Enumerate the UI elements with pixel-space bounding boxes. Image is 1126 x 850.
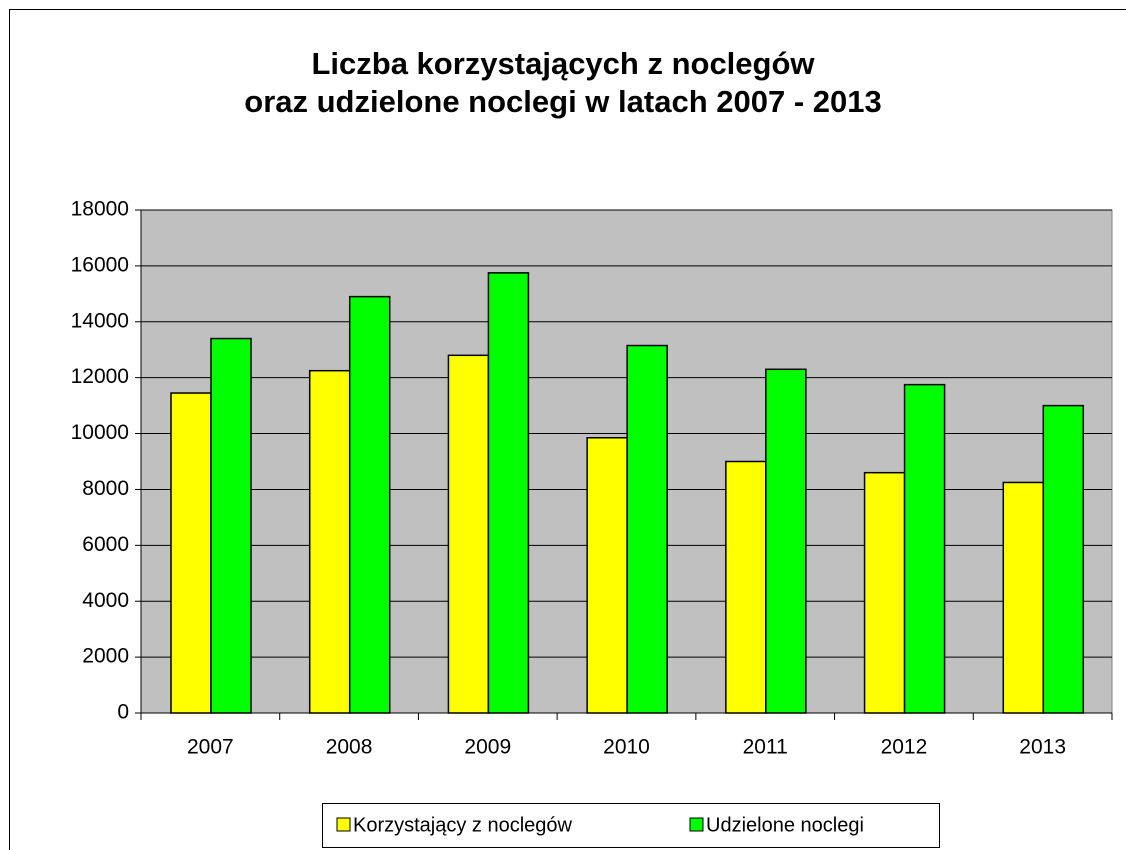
bar: [903, 383, 946, 714]
y-tick-label: 14000: [71, 309, 129, 332]
legend-swatch: [689, 817, 704, 832]
x-tick-label: 2010: [603, 736, 650, 759]
y-tick-label: 4000: [82, 589, 129, 612]
x-tick-label: 2007: [187, 736, 234, 759]
y-tick-label: 12000: [71, 365, 129, 388]
y-tick-label: 2000: [82, 645, 129, 668]
bar: [210, 337, 252, 714]
chart-title: oraz udzielone noclegi w latach 2007 - 2…: [244, 84, 881, 119]
x-tick-label: 2008: [326, 736, 373, 759]
y-tick-label: 8000: [82, 477, 129, 500]
bar: [725, 460, 767, 714]
bar: [487, 272, 530, 714]
y-tick-label: 18000: [71, 198, 129, 221]
bar: [447, 354, 490, 714]
x-tick-label: 2013: [1019, 736, 1066, 759]
bar: [765, 368, 807, 714]
legend-label: Udzielone noclegi: [706, 814, 864, 836]
bar: [348, 295, 391, 714]
legend-label: Korzystający z noclegów: [353, 814, 573, 836]
legend-swatch: [336, 817, 351, 832]
bar: [170, 392, 212, 714]
legend-box: [322, 803, 940, 848]
bar: [308, 369, 351, 714]
y-tick-label: 6000: [82, 533, 129, 556]
bar: [1042, 404, 1085, 714]
bar: [1002, 481, 1045, 714]
bar: [863, 471, 906, 714]
bar: [626, 344, 668, 714]
x-tick-label: 2009: [464, 736, 511, 759]
chart-title: Liczba korzystających z noclegów: [311, 46, 815, 81]
y-tick-label: 16000: [71, 253, 129, 276]
y-tick-label: 10000: [71, 421, 129, 444]
x-tick-label: 2011: [743, 736, 788, 759]
y-tick-label: 0: [117, 701, 129, 724]
bar: [586, 436, 628, 714]
x-tick-label: 2012: [881, 736, 928, 759]
